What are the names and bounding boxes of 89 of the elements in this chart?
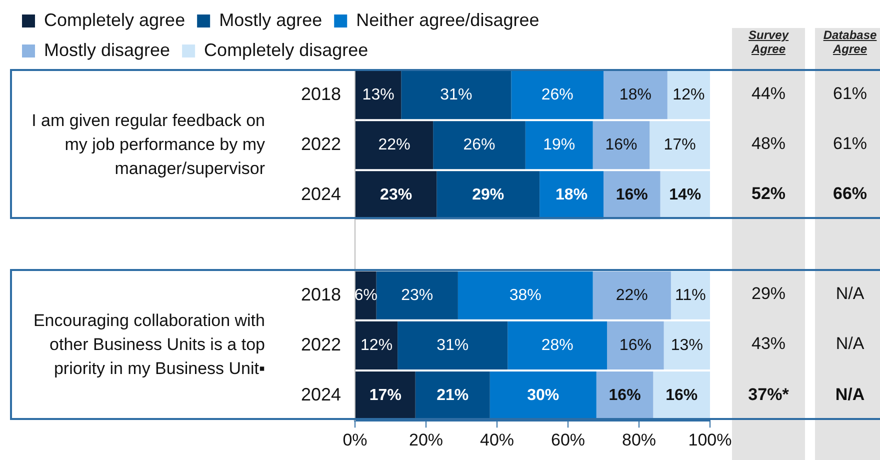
text: 44%	[750, 84, 787, 104]
bar	[415, 372, 490, 420]
data-label: 11%	[675, 286, 706, 304]
data-label: 19%	[543, 136, 576, 154]
data-label: 22%	[378, 136, 410, 154]
text: 52%	[750, 184, 787, 204]
bar	[592, 271, 671, 320]
data-label: 17%	[664, 136, 696, 154]
data-label: 17%	[369, 386, 402, 404]
data-label: 22%	[616, 286, 648, 304]
y-tick-label: 2018	[300, 84, 341, 104]
bar	[604, 171, 660, 220]
text: N/A	[834, 284, 866, 304]
data-label: 38%	[509, 286, 542, 304]
legend-label: Neither agree/disagree	[356, 10, 540, 30]
x-tick-label: 60%	[550, 430, 586, 450]
text: N/A	[834, 384, 866, 405]
text: N/A	[834, 334, 866, 354]
data-label: 12%	[360, 336, 393, 354]
bar	[433, 121, 526, 170]
data-label: 16%	[605, 136, 638, 154]
y-tick-label: 2022	[300, 134, 341, 154]
data-label: 31%	[440, 86, 472, 104]
data-label: 14%	[669, 186, 702, 204]
y-tick-label: 2024	[300, 184, 341, 204]
bar	[650, 121, 710, 170]
data-label: 12%	[672, 86, 705, 104]
bar	[592, 121, 650, 170]
text: I am given regular feedback on my job performance by my manager/supervisor	[30, 110, 265, 180]
text: 29%	[750, 284, 787, 304]
bar	[540, 171, 604, 220]
bar	[356, 121, 434, 170]
text: 37%*	[747, 384, 790, 405]
text: 43%	[750, 334, 787, 354]
bar	[511, 71, 604, 120]
x-tick-label: 100%	[688, 430, 732, 450]
bar	[356, 171, 437, 220]
x-tick-label: 80%	[622, 430, 656, 450]
bar	[508, 321, 608, 370]
text: Survey Agree	[747, 28, 790, 56]
bar	[401, 71, 512, 120]
bar	[398, 321, 508, 370]
bar	[664, 321, 710, 370]
bar	[525, 121, 593, 170]
text: 61%	[832, 84, 868, 104]
data-label: 16%	[616, 186, 648, 204]
y-tick-label: 2018	[300, 284, 341, 304]
data-label: 16%	[619, 336, 652, 354]
data-label: 26%	[463, 136, 496, 154]
data-label: 23%	[380, 186, 412, 204]
bar	[376, 271, 458, 320]
bar	[458, 271, 593, 320]
bar	[653, 372, 710, 420]
y-tick-label: 2024	[300, 384, 341, 405]
bar	[607, 321, 664, 370]
data-label: 29%	[472, 186, 504, 204]
data-label: 23%	[401, 286, 434, 304]
bar	[667, 71, 710, 120]
text: Database Agree	[822, 28, 878, 56]
data-label: 30%	[527, 386, 560, 404]
x-tick-label: 0%	[342, 430, 368, 450]
legend-label: Mostly agree	[219, 10, 322, 30]
data-label: 13%	[670, 336, 703, 354]
text: 61%	[832, 134, 868, 154]
legend-label: Mostly disagree	[44, 40, 170, 60]
data-label: 26%	[541, 86, 574, 104]
legend-label: Completely agree	[44, 10, 186, 30]
bar	[670, 271, 710, 320]
text: Encouraging collaboration with other Business Units is a top priority in my Business Unit▪	[32, 310, 265, 380]
bar	[356, 71, 402, 120]
legend-label: Completely disagree	[204, 40, 368, 60]
data-label: 13%	[362, 86, 394, 104]
data-label: 28%	[541, 336, 574, 354]
y-tick-label: 2022	[300, 334, 341, 354]
data-label: 31%	[436, 336, 469, 354]
x-tick-label: 40%	[480, 430, 514, 450]
data-label: 16%	[608, 386, 641, 404]
bar	[436, 171, 540, 220]
data-label: 18%	[619, 86, 652, 104]
bar	[356, 372, 416, 420]
data-label: 16%	[666, 386, 698, 404]
data-label: 18%	[556, 186, 588, 204]
bar	[490, 372, 596, 420]
data-label: 21%	[436, 386, 469, 404]
text: 66%	[832, 184, 868, 204]
bar	[356, 321, 398, 370]
bar	[604, 71, 668, 120]
text: 48%	[750, 134, 787, 154]
x-tick-label: 20%	[408, 430, 444, 450]
